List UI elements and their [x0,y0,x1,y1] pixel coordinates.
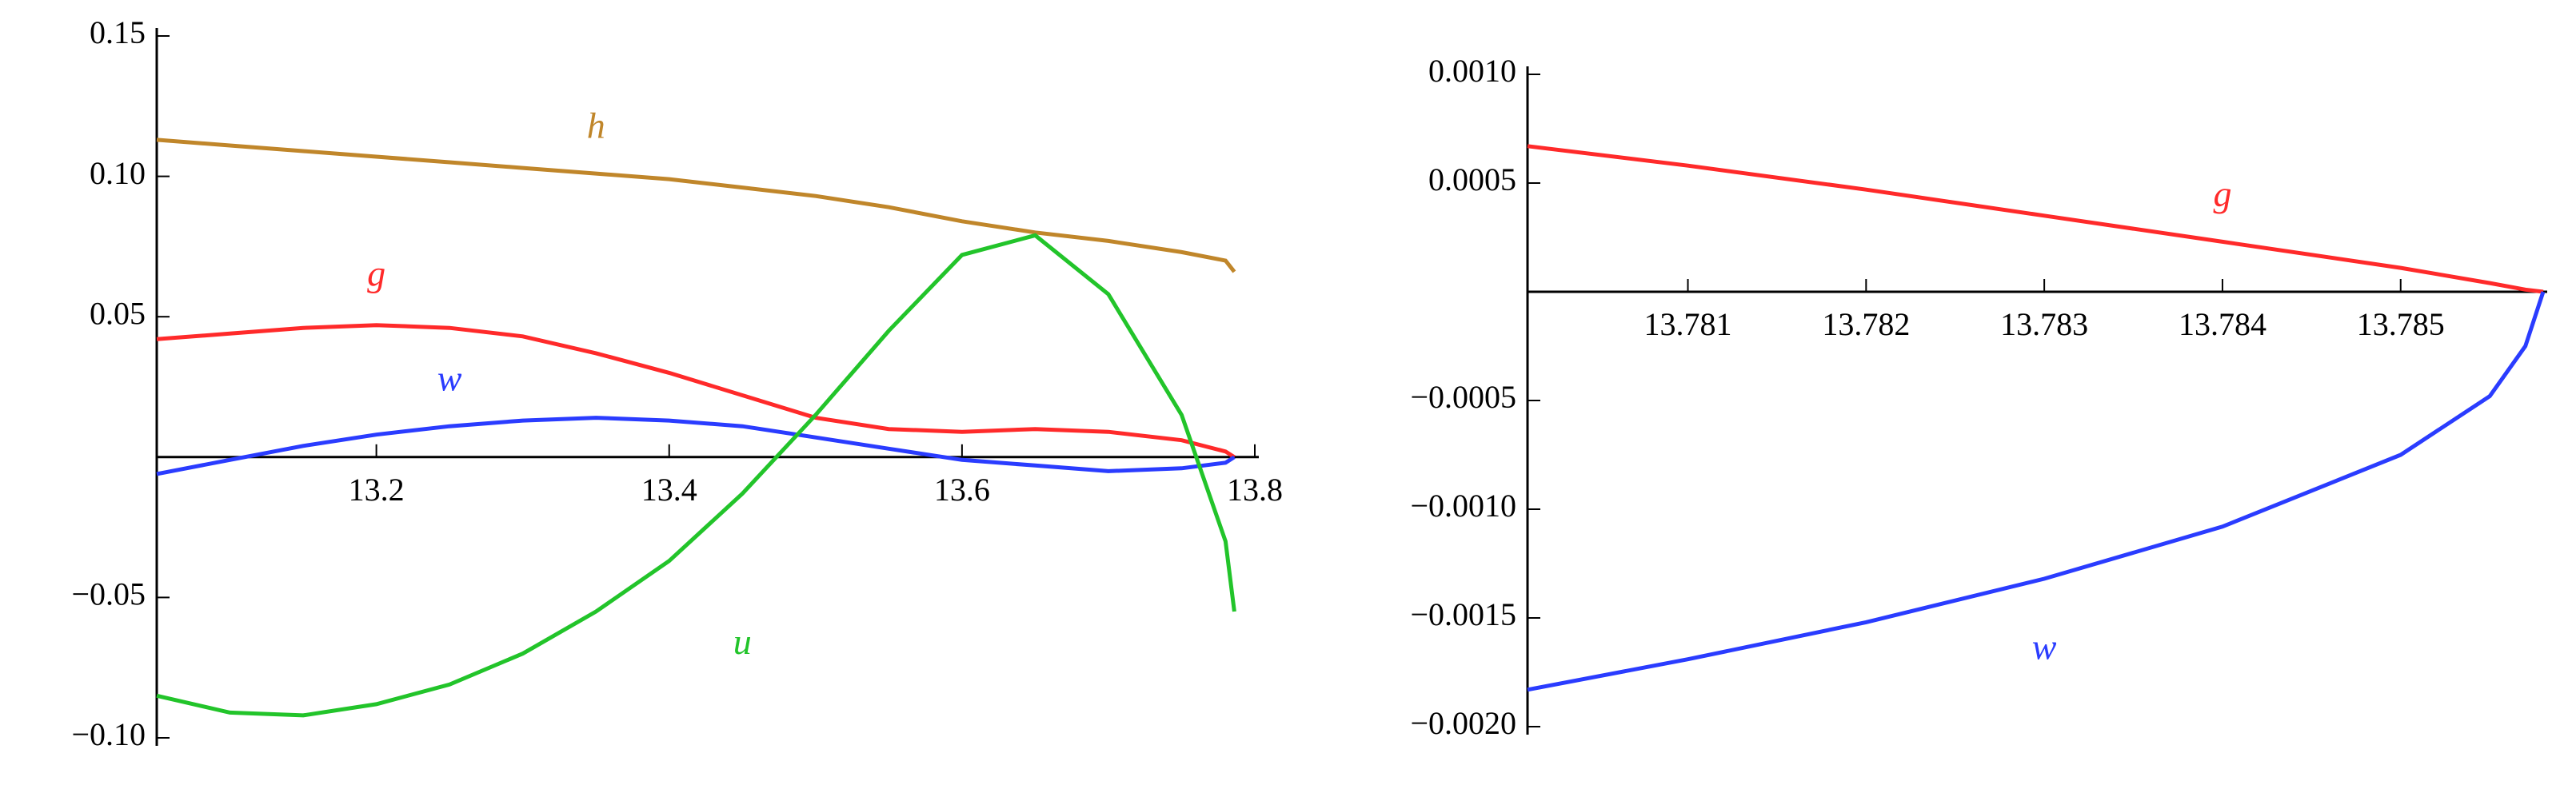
y-tick-label: −0.10 [71,716,146,752]
x-tick-label: 13.784 [2179,306,2266,342]
y-tick-label: −0.0015 [1410,596,1516,632]
series-label: h [587,106,605,146]
x-tick-label: 13.783 [2000,306,2088,342]
y-tick-label: −0.0005 [1410,379,1516,415]
series-label: g [2213,173,2231,214]
x-tick-label: 13.781 [1644,306,1732,342]
series-line [1527,291,2546,692]
y-tick-label: 0.15 [90,14,146,50]
series-label: w [2032,627,2057,667]
series-line [156,137,1236,273]
x-tick-label: 13.782 [1822,306,1910,342]
y-tick-label: 0.10 [90,155,146,191]
y-tick-label: −0.05 [71,576,146,612]
x-tick-label: 13.4 [641,472,697,508]
series-line [156,323,1236,459]
y-tick-label: 0.0010 [1428,53,1516,89]
x-tick-label: 13.785 [2357,306,2445,342]
x-tick-label: 13.2 [349,472,405,508]
series-line [1527,144,2544,294]
x-tick-label: 13.6 [934,472,990,508]
series-line [156,416,1236,476]
y-tick-label: −0.0010 [1410,488,1516,524]
series-label: u [733,621,752,662]
series-label: w [437,358,462,399]
y-tick-label: −0.0020 [1410,705,1516,741]
series-label: g [367,253,385,293]
x-tick-label: 13.8 [1227,472,1283,508]
y-tick-label: 0.0005 [1428,161,1516,197]
series-line [156,233,1236,718]
y-tick-label: 0.05 [90,295,146,331]
